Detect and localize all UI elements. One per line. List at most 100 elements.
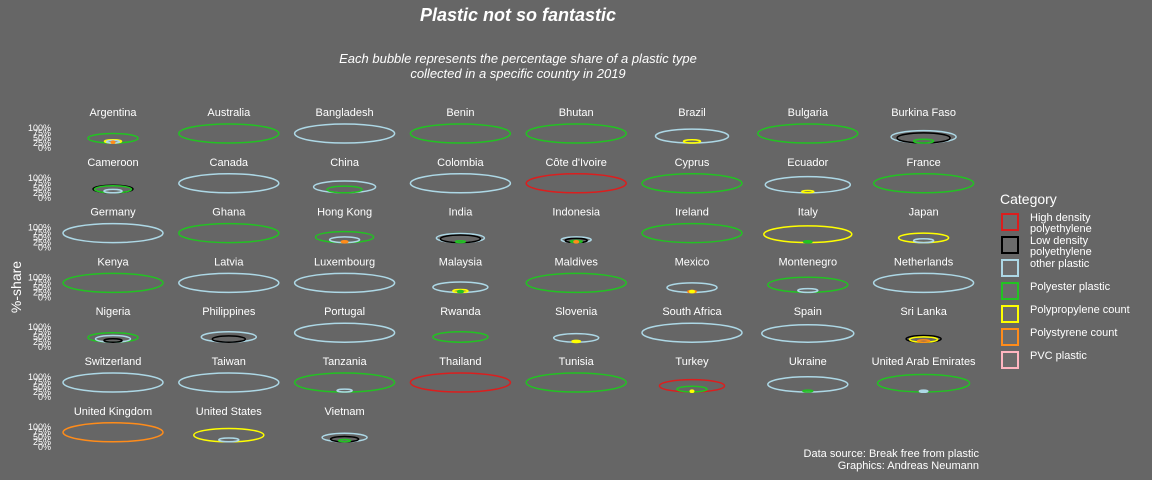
panel-bangladesh: Bangladesh [293, 107, 396, 144]
bubble-pp [689, 389, 695, 394]
panel-latvia: Latvia [178, 256, 280, 294]
bubble-pet [326, 185, 363, 194]
panel-label: Bhutan [559, 107, 594, 119]
bubble-o [62, 372, 164, 393]
panel-colombia: Colombia [409, 157, 512, 194]
bubble-pp [801, 189, 815, 194]
bubble-pet [432, 331, 489, 343]
bubble-pet [802, 240, 813, 244]
panel-montenegro: Montenegro [767, 256, 849, 294]
bubble-o [321, 432, 368, 443]
panel-brazil: Brazil [654, 107, 730, 144]
legend-key-pp [1001, 305, 1019, 323]
panel-china: China [312, 157, 377, 194]
y-tick-label: 75% [33, 427, 51, 437]
legend-key-pvc [1001, 351, 1019, 369]
y-tick-label: 50% [33, 432, 51, 442]
panel-switzerland: Switzerland 100%75%50%25%0% [28, 356, 164, 402]
panel-label: Tunisia [559, 356, 595, 368]
panel-bhutan: Bhutan [525, 107, 627, 144]
panel-vietnam: Vietnam [321, 406, 368, 443]
panel-label: Cameroon [87, 157, 138, 169]
panel-bulgaria: Bulgaria [757, 107, 859, 144]
panel-label: Luxembourg [314, 256, 375, 268]
panel-nigeria: Nigeria 100%75%50%25%0% [28, 306, 139, 352]
y-tick-label: 100% [28, 223, 51, 233]
bubble-pet [456, 289, 464, 294]
panel-label: France [906, 157, 940, 169]
bubble-ldpe [211, 335, 247, 343]
caption-credit: Graphics: Andreas Neumann [837, 460, 979, 472]
panel-benin: Benin [409, 107, 512, 144]
panel-italy: Italy [763, 207, 853, 244]
y-tick-label: 75% [33, 327, 51, 337]
panel-label: Canada [210, 157, 249, 169]
legend-key-ps [1001, 328, 1019, 346]
y-tick-label: 0% [38, 243, 51, 253]
y-tick-label: 25% [33, 238, 51, 248]
panel-canada: Canada [178, 157, 280, 194]
panel-label: Maldives [554, 256, 598, 268]
panel-slovenia: Slovenia [552, 306, 600, 344]
bubble-o [641, 322, 743, 343]
bubble-pp [682, 139, 702, 144]
bubble-o [178, 372, 280, 393]
bubble-pet [876, 373, 971, 393]
bubble-pet [872, 173, 975, 194]
bubble-pet [641, 173, 743, 194]
y-tick-label: 50% [33, 282, 51, 292]
bubble-ldpe [439, 234, 482, 244]
panel-label: Philippines [202, 306, 256, 318]
panel-label: Taiwan [212, 356, 246, 368]
y-tick-label: 100% [28, 422, 51, 432]
panel-luxembourg: Luxembourg [293, 256, 396, 294]
legend-label-pp: Polypropylene count [1030, 304, 1130, 316]
panel-label: Kenya [97, 256, 129, 268]
panel-label: Malaysia [439, 256, 483, 268]
bubble-pet [178, 123, 280, 144]
bubble-pet [454, 239, 467, 244]
panel-label: Switzerland [85, 356, 142, 368]
panel-label: Nigeria [96, 306, 132, 318]
panel-tanzania: Tanzania [293, 356, 396, 393]
panel-label: Brazil [678, 107, 706, 119]
bubble-ps [573, 240, 580, 244]
bubble-o [178, 173, 280, 194]
panel-label: Netherlands [894, 256, 954, 268]
panel-label: Benin [446, 107, 474, 119]
panel-spain: Spain [761, 306, 855, 343]
panel-rwanda: Rwanda [432, 306, 489, 343]
legend-key-hdpe [1001, 213, 1019, 231]
y-tick-label: 0% [38, 342, 51, 352]
panel-label: China [330, 157, 360, 169]
bubble-pet [767, 276, 849, 294]
bubble-o [218, 437, 240, 443]
panel-ecuador: Ecuador [764, 157, 852, 194]
panel-label: Latvia [214, 256, 244, 268]
panel-germany: Germany 100%75%50%25%0% [28, 207, 164, 253]
bubble-o [293, 123, 396, 144]
panel-maldives: Maldives [525, 256, 627, 294]
legend-item-ps: Polystyrene count [1000, 328, 1150, 351]
y-tick-label: 75% [33, 228, 51, 238]
bubble-pet [525, 372, 627, 393]
bubble-pet [757, 123, 859, 144]
bubble-pp [897, 232, 950, 244]
bubble-hdpe [525, 173, 627, 194]
bubble-o [312, 180, 377, 194]
legend-item-pet: Polyester plastic [1000, 282, 1150, 305]
panel-label: Portugal [324, 306, 365, 318]
panel-hong-kong: Hong Kong [314, 207, 375, 244]
panel-label: United States [196, 406, 263, 418]
y-tick-label: 50% [33, 332, 51, 342]
panel-australia: Australia [178, 107, 280, 144]
panel-thailand: Thailand [409, 356, 512, 393]
bubble-o [293, 322, 396, 343]
bubble-o [872, 272, 975, 294]
y-tick-label: 50% [33, 183, 51, 193]
y-tick-label: 25% [33, 387, 51, 397]
y-tick-label: 75% [33, 178, 51, 188]
legend-key-pet [1001, 282, 1019, 300]
panel-label: Ireland [675, 207, 709, 219]
